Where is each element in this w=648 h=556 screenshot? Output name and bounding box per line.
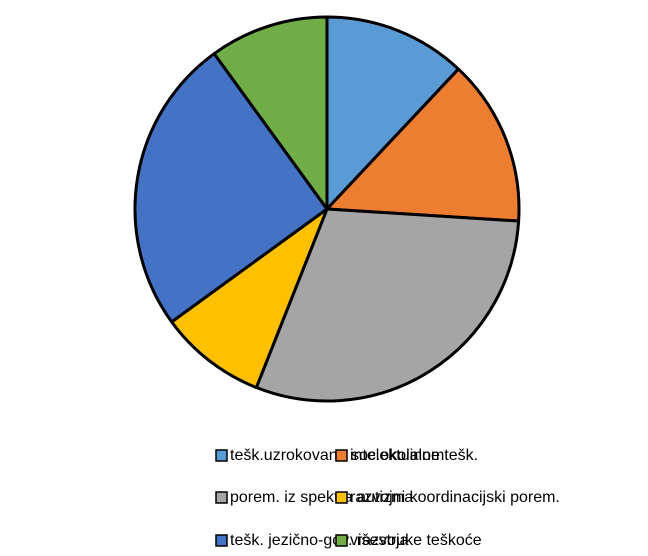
pie-slice [325,67,521,223]
pie-slice [212,15,329,211]
pie-slice [325,15,460,211]
pie-slice [254,207,521,403]
legend-swatch [215,534,228,547]
legend-swatch [215,449,228,462]
legend-swatch [215,491,228,504]
pie-slice [170,207,329,390]
legend-label: razvojni koordinacijski porem. [350,489,560,506]
legend-label: tešk. jezično-gov. razvoja [230,532,409,549]
pie-slice [133,52,329,324]
legend-swatch [335,534,348,547]
legend-swatch [335,491,348,504]
legend-swatch [335,449,348,462]
legend-label: intelektualne tešk. [350,447,478,464]
legend-label: porem. iz spektra autizma [230,489,413,506]
legend-label: višestruke teškoće [350,532,482,549]
